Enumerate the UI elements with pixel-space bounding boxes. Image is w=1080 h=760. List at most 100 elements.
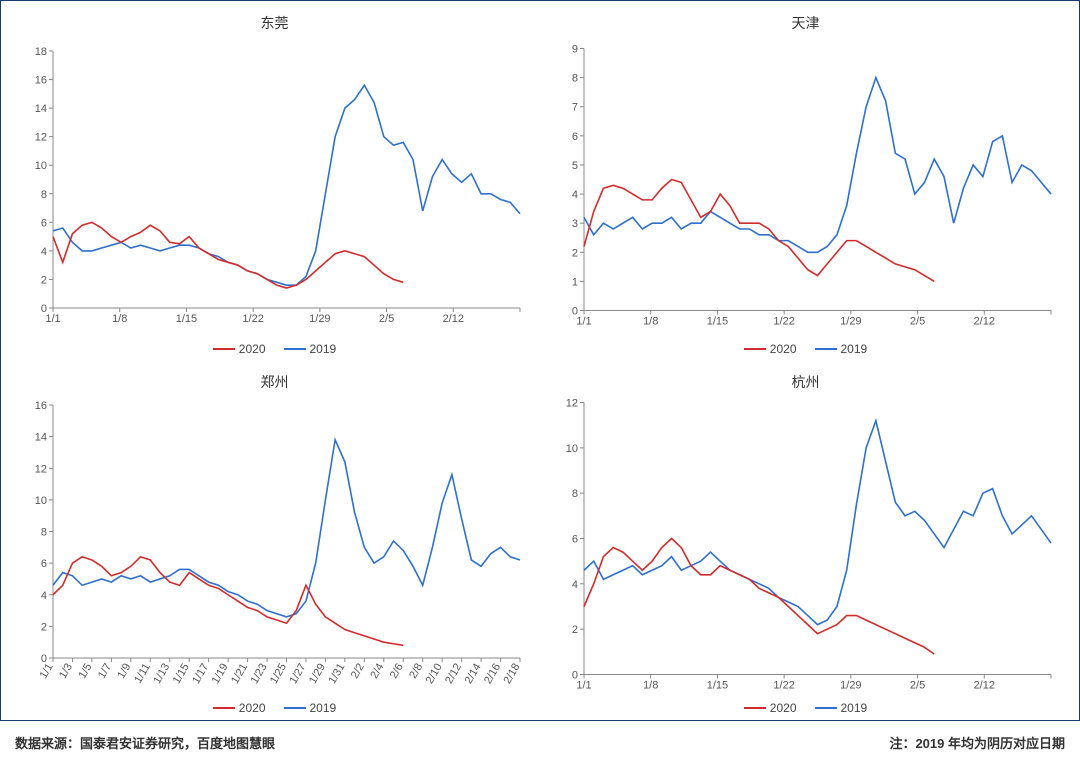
svg-text:16: 16 <box>35 75 47 87</box>
legend-label: 2020 <box>770 342 797 356</box>
svg-text:1/29: 1/29 <box>309 313 330 325</box>
chart-area: 0246810121/11/81/151/221/292/52/12 <box>550 394 1061 697</box>
svg-text:18: 18 <box>35 46 47 58</box>
legend-2019: 2019 <box>284 342 337 356</box>
svg-text:1/21: 1/21 <box>229 662 250 687</box>
legend-label: 2019 <box>310 701 337 715</box>
svg-text:4: 4 <box>572 579 578 591</box>
svg-text:10: 10 <box>35 160 47 172</box>
legend-2020: 2020 <box>744 701 797 715</box>
svg-text:1/15: 1/15 <box>171 662 192 687</box>
svg-text:1/11: 1/11 <box>132 662 153 686</box>
svg-text:1/29: 1/29 <box>307 662 328 687</box>
svg-text:12: 12 <box>35 132 47 144</box>
svg-text:8: 8 <box>41 189 47 201</box>
svg-text:1/9: 1/9 <box>115 662 133 681</box>
svg-text:1/8: 1/8 <box>643 680 658 692</box>
svg-text:2/12: 2/12 <box>443 662 464 687</box>
svg-text:1/25: 1/25 <box>268 662 289 687</box>
svg-text:6: 6 <box>572 534 578 546</box>
svg-text:2/12: 2/12 <box>443 313 464 325</box>
legend-swatch-2020 <box>213 348 235 350</box>
svg-text:14: 14 <box>35 103 47 115</box>
legend: 2020 2019 <box>19 697 530 723</box>
svg-text:1/23: 1/23 <box>249 662 270 687</box>
svg-text:1/29: 1/29 <box>840 316 861 328</box>
legend-label: 2019 <box>841 701 868 715</box>
footnotes: 数据来源：国泰君安证券研究，百度地图慧眼 注：2019 年均为阴历对应日期 <box>1 727 1079 760</box>
legend-2020: 2020 <box>213 342 266 356</box>
svg-text:2: 2 <box>41 274 47 286</box>
svg-text:2/12: 2/12 <box>974 680 995 692</box>
svg-text:3: 3 <box>572 218 578 230</box>
svg-text:16: 16 <box>35 400 47 412</box>
legend-2020: 2020 <box>213 701 266 715</box>
legend-2019: 2019 <box>284 701 337 715</box>
svg-text:1/1: 1/1 <box>576 680 591 692</box>
chart-svg: 01234567891/11/81/151/221/292/52/12 <box>550 35 1061 338</box>
svg-text:2: 2 <box>572 624 578 636</box>
legend-swatch-2019 <box>815 348 837 350</box>
svg-text:5: 5 <box>572 160 578 172</box>
svg-text:2/10: 2/10 <box>424 662 445 687</box>
chart-svg: 0246810121/11/81/151/221/292/52/12 <box>550 394 1061 697</box>
chart-svg: 02468101214161/11/31/51/71/91/111/131/15… <box>19 394 530 697</box>
svg-text:1/22: 1/22 <box>242 313 263 325</box>
legend-swatch-2020 <box>213 707 235 709</box>
legend-swatch-2019 <box>284 348 306 350</box>
svg-text:1/13: 1/13 <box>151 662 172 687</box>
svg-text:2/4: 2/4 <box>368 662 386 681</box>
footnote-right: 注：2019 年均为阴历对应日期 <box>889 733 1065 752</box>
svg-text:14: 14 <box>35 432 47 444</box>
chart-svg: 0246810121416181/11/81/151/221/292/52/12 <box>19 35 530 338</box>
svg-text:1/19: 1/19 <box>210 662 231 687</box>
svg-text:6: 6 <box>572 131 578 143</box>
svg-text:1/15: 1/15 <box>707 680 728 692</box>
svg-text:2: 2 <box>41 621 47 633</box>
svg-text:1/8: 1/8 <box>643 316 658 328</box>
legend-2019: 2019 <box>815 342 868 356</box>
legend-swatch-2019 <box>284 707 306 709</box>
legend: 2020 2019 <box>550 697 1061 723</box>
svg-text:1/5: 1/5 <box>76 662 94 681</box>
legend: 2020 2019 <box>19 338 530 364</box>
legend-swatch-2020 <box>744 707 766 709</box>
svg-text:2/16: 2/16 <box>482 662 503 687</box>
svg-text:1/17: 1/17 <box>190 662 211 687</box>
svg-text:1/15: 1/15 <box>707 316 728 328</box>
svg-text:1/31: 1/31 <box>326 662 347 687</box>
legend-label: 2020 <box>239 342 266 356</box>
svg-text:12: 12 <box>35 463 47 475</box>
chart-title: 郑州 <box>19 372 530 392</box>
svg-text:7: 7 <box>572 102 578 114</box>
footnote-left: 数据来源：国泰君安证券研究，百度地图慧眼 <box>15 733 275 752</box>
chart-title: 东莞 <box>19 13 530 33</box>
svg-text:1/1: 1/1 <box>45 313 60 325</box>
svg-text:10: 10 <box>35 495 47 507</box>
svg-text:1/7: 1/7 <box>96 662 114 681</box>
svg-text:6: 6 <box>41 558 47 570</box>
chart-panel: 东莞 0246810121416181/11/81/151/221/292/52… <box>0 0 1080 721</box>
legend-swatch-2019 <box>815 707 837 709</box>
chart-title: 杭州 <box>550 372 1061 392</box>
svg-text:2/18: 2/18 <box>501 662 522 687</box>
svg-text:4: 4 <box>41 246 47 258</box>
svg-text:2/6: 2/6 <box>388 662 406 681</box>
svg-text:1/22: 1/22 <box>773 316 794 328</box>
chart-area: 0246810121416181/11/81/151/221/292/52/12 <box>19 35 530 338</box>
svg-text:1/8: 1/8 <box>112 313 127 325</box>
chart-title: 天津 <box>550 13 1061 33</box>
svg-text:2/5: 2/5 <box>379 313 394 325</box>
chart-area: 01234567891/11/81/151/221/292/52/12 <box>550 35 1061 338</box>
svg-text:2/8: 2/8 <box>407 662 425 681</box>
svg-text:1/29: 1/29 <box>840 680 861 692</box>
legend-label: 2020 <box>239 701 266 715</box>
svg-text:12: 12 <box>566 398 578 410</box>
svg-text:4: 4 <box>41 590 47 602</box>
svg-text:1: 1 <box>572 276 578 288</box>
svg-text:2/14: 2/14 <box>463 662 484 687</box>
svg-text:4: 4 <box>572 189 578 201</box>
svg-text:8: 8 <box>41 527 47 539</box>
svg-text:2/2: 2/2 <box>349 662 367 681</box>
svg-text:2/5: 2/5 <box>910 316 925 328</box>
